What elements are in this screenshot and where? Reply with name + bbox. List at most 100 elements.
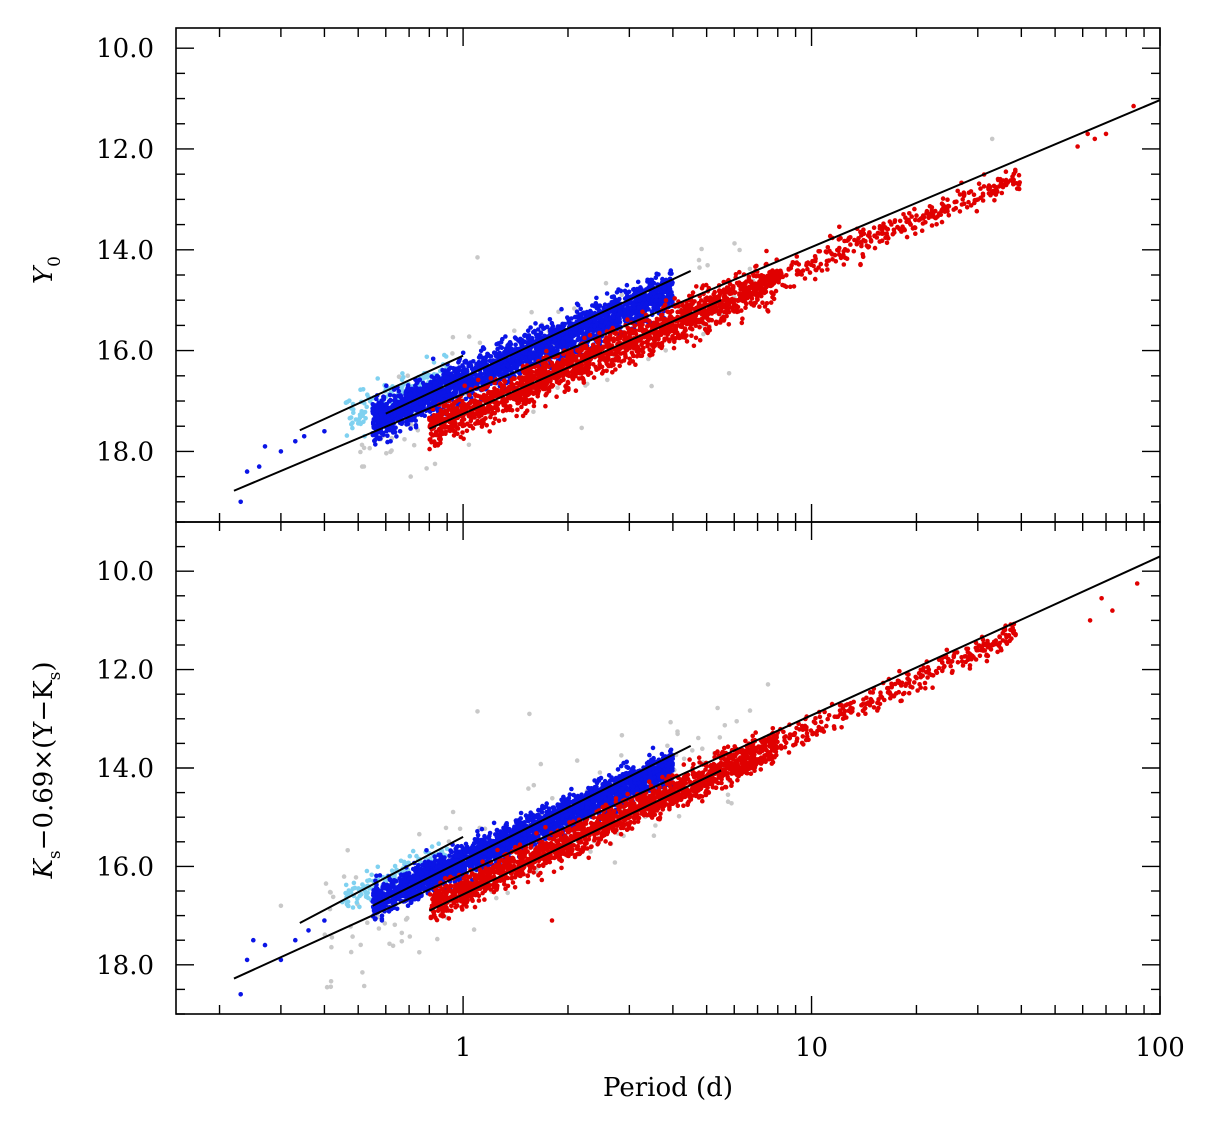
data-point-first-overtone — [457, 383, 463, 388]
data-point-fundamental — [757, 304, 762, 310]
x-ticks — [218, 28, 1161, 522]
data-point-first-overtone — [439, 396, 444, 402]
data-point-outliers — [619, 292, 624, 298]
data-point-first-overtone — [391, 426, 396, 432]
data-point-fundamental — [591, 375, 597, 380]
data-point-first-overtone — [519, 360, 525, 365]
data-point-fundamental — [585, 372, 591, 378]
data-point-outliers — [603, 280, 609, 286]
data-point-fundamental — [532, 373, 537, 379]
data-point-outliers — [358, 449, 363, 455]
data-point-fundamental — [594, 344, 599, 350]
y-tick-label: 12.0 — [96, 135, 154, 165]
data-point-fundamental — [740, 316, 745, 322]
data-point-second-overtone — [358, 387, 363, 393]
data-point-first-overtone — [469, 378, 474, 384]
data-point-fundamental — [770, 268, 775, 273]
data-point-fundamental — [599, 371, 605, 376]
data-point-first-overtone — [559, 306, 564, 312]
data-point-fundamental — [681, 319, 687, 324]
data-point-fundamental — [521, 401, 526, 406]
data-point-fundamental — [656, 336, 661, 342]
data-point-first-overtone — [542, 333, 547, 339]
data-point-first-overtone — [379, 430, 385, 436]
data-point-outliers — [555, 385, 560, 391]
data-point-first-overtone — [489, 370, 494, 376]
data-point-fundamental — [475, 377, 481, 383]
data-point-second-overtone — [361, 419, 366, 425]
data-point-first-overtone — [456, 365, 462, 370]
data-point-first-overtone — [485, 351, 490, 357]
data-point-outliers — [361, 464, 367, 469]
data-point-first-overtone — [609, 294, 615, 300]
data-point-first-overtone — [611, 315, 616, 320]
data-point-outliers — [432, 461, 438, 467]
data-point-first-overtone — [374, 414, 380, 419]
data-point-fundamental — [633, 362, 638, 368]
data-point-fundamental — [645, 341, 651, 347]
data-point-first-overtone — [374, 408, 380, 414]
data-point-first-overtone — [494, 354, 499, 359]
data-point-fundamental — [760, 300, 765, 306]
data-point-first-overtone — [445, 387, 451, 392]
data-point-fundamental — [607, 351, 613, 356]
data-point-fundamental — [690, 301, 695, 307]
data-point-fundamental — [621, 334, 627, 339]
data-point-fundamental — [696, 304, 701, 309]
data-point-first-overtone — [480, 355, 485, 361]
data-point-first-overtone — [532, 328, 537, 334]
data-point-fundamental — [705, 316, 711, 322]
data-point-fundamental — [688, 325, 693, 331]
data-point-fundamental — [651, 320, 657, 326]
data-point-fundamental — [509, 408, 515, 413]
data-point-second-overtone — [400, 371, 405, 376]
data-point-fundamental — [502, 417, 507, 423]
data-point-fundamental — [461, 436, 466, 442]
data-point-second-overtone — [431, 360, 437, 365]
data-point-first-overtone — [603, 320, 608, 325]
data-point-first-overtone — [256, 464, 262, 469]
data-point-first-overtone — [373, 424, 379, 429]
data-point-first-overtone — [507, 367, 513, 373]
data-point-first-overtone — [604, 291, 610, 296]
data-point-first-overtone — [370, 406, 376, 411]
data-point-fundamental — [690, 290, 696, 295]
data-point-first-overtone — [430, 356, 436, 362]
data-point-first-overtone — [648, 277, 654, 283]
data-point-fundamental — [704, 328, 709, 334]
data-point-first-overtone — [238, 499, 243, 505]
data-point-first-overtone — [648, 290, 654, 296]
data-point-fundamental — [718, 289, 724, 294]
data-point-first-overtone — [409, 386, 415, 392]
data-point-first-overtone — [421, 383, 427, 388]
data-point-first-overtone — [506, 345, 511, 350]
data-point-fundamental — [746, 284, 752, 290]
data-point-fundamental — [573, 388, 579, 394]
data-point-fundamental — [586, 365, 591, 371]
data-point-first-overtone — [244, 469, 250, 474]
data-point-first-overtone — [399, 421, 405, 427]
data-point-fundamental — [663, 298, 669, 303]
data-point-fundamental — [546, 387, 551, 392]
data-point-outliers — [732, 241, 737, 246]
data-point-fundamental — [758, 281, 763, 287]
data-point-fundamental — [647, 353, 653, 358]
data-point-fundamental — [697, 338, 703, 343]
data-point-fundamental — [565, 369, 570, 374]
data-point-fundamental — [631, 331, 636, 336]
data-point-fundamental — [595, 340, 601, 346]
data-point-first-overtone — [388, 398, 393, 403]
data-point-fundamental — [685, 304, 690, 310]
data-point-first-overtone — [387, 392, 393, 398]
data-point-fundamental — [733, 272, 739, 277]
data-point-fundamental — [495, 400, 500, 405]
data-point-fundamental — [428, 437, 433, 442]
data-point-second-overtone — [350, 420, 355, 426]
data-point-first-overtone — [601, 305, 606, 311]
data-point-first-overtone — [666, 282, 672, 288]
data-point-first-overtone — [534, 334, 540, 340]
data-point-outliers — [424, 466, 429, 471]
data-point-first-overtone — [548, 329, 553, 334]
data-point-fundamental — [524, 408, 530, 414]
data-point-fundamental — [731, 285, 736, 290]
